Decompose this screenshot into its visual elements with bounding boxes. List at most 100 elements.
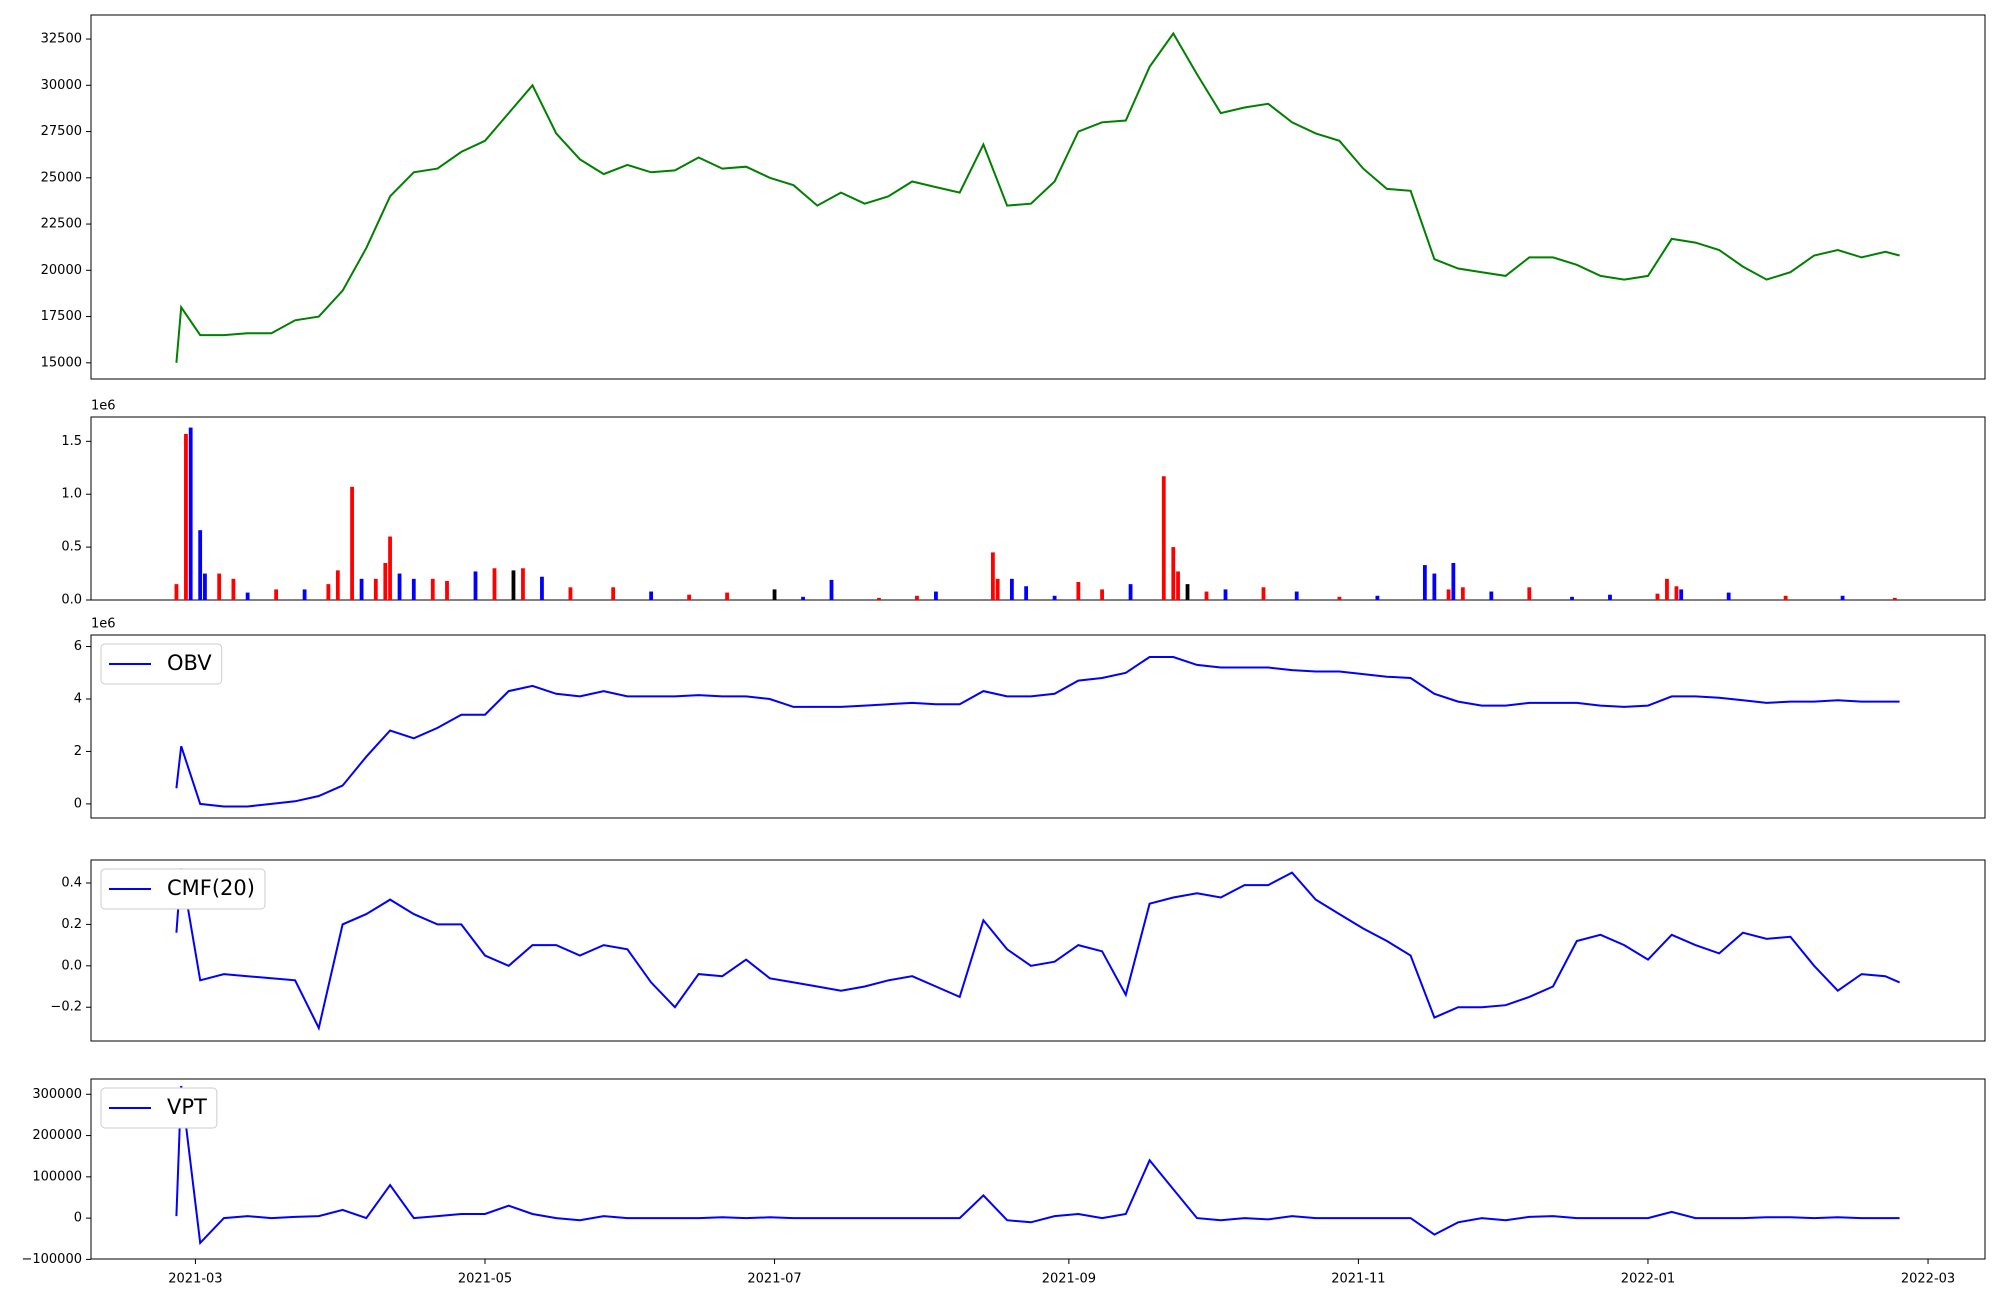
y-tick-label: 25000 (41, 170, 82, 185)
bar (1570, 596, 1574, 600)
bar (1128, 584, 1133, 600)
bar (991, 552, 995, 600)
panel: 0.0 0.5 1.0 1.5 1e6 (61, 399, 1986, 608)
bar (445, 580, 449, 600)
legend-label: OBV (167, 651, 212, 675)
panel: 0 2 4 6 1e6 OBV (74, 617, 1986, 819)
bar (430, 578, 435, 600)
bar (473, 571, 478, 600)
legend-label: VPT (167, 1095, 207, 1119)
bar (1783, 595, 1788, 600)
y-tick-label: 0 (74, 796, 82, 811)
y-tick-label: 4 (74, 691, 82, 706)
bar (217, 573, 222, 600)
bar (915, 595, 919, 600)
x-tick-label: 2021-09 (1042, 1272, 1096, 1287)
y-tick-label: 0.0 (61, 593, 82, 608)
panel: 15000 17500 20000 22500 25000 27500 30000 32500 (41, 14, 1986, 380)
bar (511, 570, 516, 600)
bar (397, 573, 402, 600)
x-tick-label: 2022-01 (1621, 1272, 1675, 1287)
bar (350, 486, 354, 600)
bar (995, 578, 1000, 600)
bar (877, 597, 881, 600)
bar (203, 573, 207, 600)
y-tick-label: −100000 (21, 1252, 82, 1267)
bar (934, 591, 938, 600)
y-tick-label: 15000 (41, 355, 82, 370)
legend-box (100, 1087, 218, 1129)
x-tick-label: 2021-07 (747, 1272, 801, 1287)
line (175, 656, 1900, 808)
bar (302, 589, 307, 600)
bar (1460, 587, 1465, 600)
bar (373, 578, 378, 600)
y-tick-label: −0.2 (50, 1000, 82, 1015)
y-tick-label: 0.4 (61, 875, 82, 890)
bar (274, 589, 279, 600)
bar (1679, 589, 1684, 600)
y-tick-label: 17500 (41, 309, 82, 324)
bar (772, 589, 777, 600)
bar (1185, 584, 1190, 600)
bar (184, 433, 188, 600)
bar (1840, 595, 1845, 600)
bar (829, 579, 834, 600)
plot-frame (90, 416, 1986, 601)
bar (174, 584, 179, 600)
plot-frame (90, 14, 1986, 380)
y-tick-label: 200000 (32, 1128, 82, 1143)
bar (1337, 596, 1342, 600)
bar (1261, 587, 1266, 600)
bar (1451, 562, 1456, 600)
bar (245, 592, 250, 600)
legend-label: CMF(20) (167, 876, 255, 900)
bar (1655, 593, 1660, 600)
bar (1489, 591, 1494, 600)
bar (1009, 578, 1014, 600)
bar (568, 587, 573, 600)
bar (388, 536, 392, 600)
bar (801, 596, 805, 600)
bar (1294, 591, 1299, 600)
plot-frame (90, 859, 1986, 1042)
bar (1375, 595, 1380, 600)
bar (231, 578, 236, 600)
bar (1161, 476, 1166, 600)
bar (1024, 586, 1029, 600)
bar (1726, 592, 1731, 600)
bar (1446, 589, 1451, 600)
y-tick-label: 22500 (41, 217, 82, 232)
y-tick-label: 0.5 (61, 540, 82, 555)
bar (492, 568, 497, 600)
bar (1076, 582, 1081, 600)
plot-frame (90, 634, 1986, 819)
bar (1674, 586, 1679, 600)
y-tick-label: 27500 (41, 124, 82, 139)
bar (1527, 587, 1532, 600)
y-tick-label: 20000 (41, 263, 82, 278)
bar (1892, 597, 1897, 600)
y-tick-label: 100000 (32, 1169, 82, 1184)
y-tick-label: 1.0 (61, 487, 82, 502)
y-tick-label: 0.2 (61, 917, 82, 932)
line (175, 868, 1900, 1031)
axis-offset-label: 1e6 (91, 617, 116, 632)
bar (649, 591, 654, 600)
bar (1223, 589, 1228, 600)
y-tick-label: 1.5 (61, 434, 82, 449)
y-tick-label: 32500 (41, 32, 82, 47)
bar (1052, 595, 1057, 600)
y-tick-label: 0 (74, 1211, 82, 1226)
y-tick-label: 2 (74, 744, 82, 759)
bar (383, 562, 388, 600)
bar (198, 530, 203, 600)
bar (1204, 591, 1209, 600)
line (175, 1085, 1900, 1246)
legend-box (100, 868, 266, 910)
bar (335, 570, 340, 600)
x-tick-label: 2021-11 (1331, 1272, 1385, 1287)
legend-box (100, 643, 223, 685)
